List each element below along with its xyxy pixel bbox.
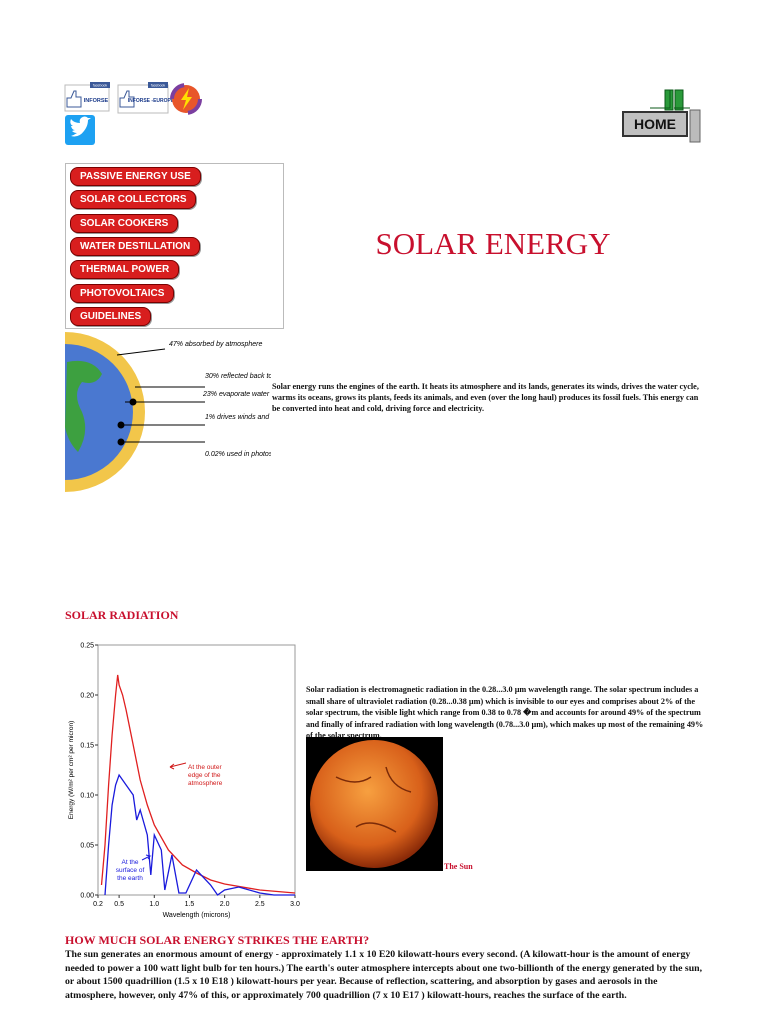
y-tick-label: 0.10	[80, 793, 94, 800]
globe-label: 30% reflected back to space	[205, 373, 271, 380]
annotation: At the surface of the earth	[116, 859, 145, 882]
inforse-europe-text: INFORSE -EUROPE	[128, 98, 175, 104]
annotation: At the outer edge of the atmosphere	[188, 764, 223, 787]
home-button[interactable]: HOME	[620, 88, 706, 146]
like-thumb	[119, 90, 135, 108]
y-tick-label: 0.00	[80, 893, 94, 900]
x-tick-label: 0.2	[93, 901, 103, 908]
x-tick-label: 2.0	[220, 901, 230, 908]
like-thumb	[66, 90, 82, 108]
radiation-heading: SOLAR RADIATION	[65, 608, 179, 622]
radiation-text: Solar radiation is electromagnetic radia…	[306, 685, 704, 740]
fb-text: facebook	[151, 84, 165, 88]
sun-texture	[335, 766, 412, 833]
strike-text: The sun generates an enormous amount of …	[65, 949, 703, 1001]
book-icon	[664, 89, 684, 111]
spectrum-chart: 0.00 0.05 0.10 0.15 0.20 0.25 0.2 0.5 1.0 1.5 2.0 2…	[68, 643, 300, 920]
menu-button[interactable]: PHOTOVOLTAICS	[70, 283, 175, 303]
fb-text: facebook	[93, 84, 107, 88]
fb-badge	[148, 82, 168, 88]
x-axis-label: Wavelength (microns)	[163, 912, 231, 919]
sun-image	[306, 737, 443, 871]
spectrum-line	[100, 674, 296, 894]
menu-button[interactable]: GUIDELINES	[70, 306, 152, 326]
y-tick-label: 0.20	[80, 693, 94, 700]
menu-button[interactable]: SOLAR COOKERS	[70, 213, 179, 233]
menu: PASSIVE ENERGY USE SOLAR COLLECTORS SOLAR …	[65, 163, 284, 329]
bolt	[181, 88, 192, 110]
annotation-arrow	[141, 854, 152, 861]
sun-caption: The Sun	[444, 862, 473, 871]
x-tick-label: 1.5	[185, 901, 195, 908]
globe-label: 47% absorbed by atmosphere	[169, 341, 262, 348]
x-tick-label: 3.0	[290, 901, 300, 908]
book-edge	[650, 90, 690, 109]
x-tick-label: 0.5	[114, 901, 124, 908]
home-side	[689, 109, 701, 143]
home-plate	[622, 111, 688, 137]
energy-ring	[170, 83, 202, 115]
sun-disc	[310, 740, 438, 868]
twitter-bird	[70, 116, 91, 137]
menu-button[interactable]: SOLAR COLLECTORS	[70, 190, 197, 210]
page-title: SOLAR ENERGY	[375, 226, 611, 261]
y-tick-label: 0.25	[80, 643, 94, 650]
social-icons: facebook INFORSE facebook INFORSE -EUROP…	[64, 82, 202, 145]
spectrum-line	[104, 773, 295, 896]
intro-text: Solar energy runs the engines of the ear…	[272, 382, 699, 413]
land	[65, 360, 102, 452]
inforse-europe-logo[interactable]	[117, 84, 169, 114]
menu-button[interactable]: WATER DESTILLATION	[70, 236, 201, 256]
fb-badge	[90, 82, 110, 88]
plot-frame	[97, 644, 296, 896]
globe-label: 0.02% used in photosynthesis	[205, 451, 271, 458]
inforse-text: INFORSE	[84, 98, 109, 104]
arrows	[116, 348, 205, 446]
globe-figure: 47% absorbed by atmosphere 30% reflected …	[65, 332, 271, 492]
x-tick-label: 2.5	[255, 901, 265, 908]
home-text: HOME	[634, 116, 676, 132]
globe-label: 23% evaporate water	[202, 391, 270, 398]
y-tick-label: 0.05	[80, 843, 94, 850]
y-axis-label: Energy (W/m² per cm² per micron)	[68, 721, 75, 820]
globe-label: 1% drives winds and currents	[205, 414, 271, 421]
x-tick-label: 1.0	[149, 901, 159, 908]
y-tick-label: 0.15	[80, 743, 94, 750]
menu-button[interactable]: PASSIVE ENERGY USE	[70, 167, 201, 186]
menu-button[interactable]: THERMAL POWER	[70, 260, 180, 280]
strike-heading: HOW MUCH SOLAR ENERGY STRIKES THE EARTH?	[65, 933, 370, 947]
annotation-arrow	[169, 762, 187, 770]
